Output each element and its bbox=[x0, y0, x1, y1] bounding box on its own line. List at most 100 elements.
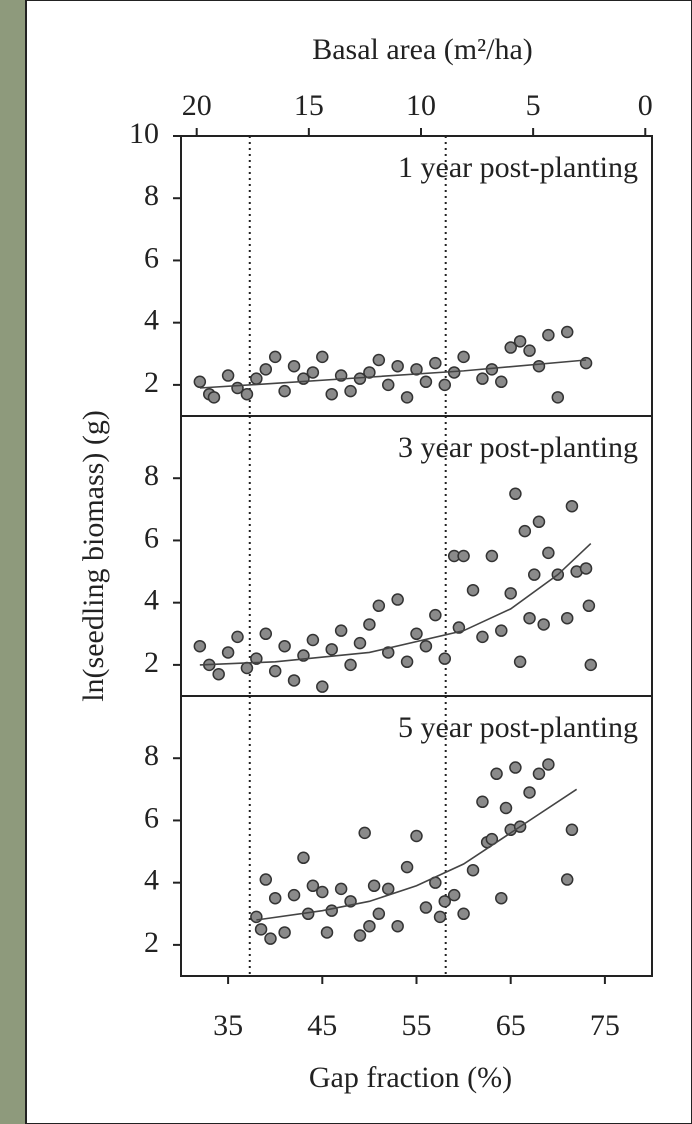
data-point bbox=[250, 652, 263, 665]
y-tick-label: 2 bbox=[144, 926, 159, 959]
data-point bbox=[320, 926, 334, 939]
data-point bbox=[532, 767, 546, 781]
data-point bbox=[372, 599, 386, 613]
data-point bbox=[476, 795, 489, 809]
data-point bbox=[240, 661, 254, 675]
data-point bbox=[447, 888, 461, 902]
x-axis-title: Gap fraction (%) bbox=[309, 1061, 512, 1094]
data-point bbox=[565, 823, 579, 837]
data-point bbox=[429, 356, 442, 370]
data-point bbox=[353, 636, 367, 650]
data-point bbox=[381, 646, 395, 659]
data-point bbox=[344, 384, 357, 398]
data-point bbox=[495, 624, 508, 637]
data-point bbox=[193, 639, 207, 653]
x-tick-label: 35 bbox=[213, 1009, 243, 1042]
data-point bbox=[381, 882, 395, 896]
y-tick-label: 4 bbox=[144, 304, 159, 337]
data-point bbox=[268, 891, 282, 905]
data-point bbox=[476, 372, 489, 385]
y-tick-label: 4 bbox=[144, 864, 159, 897]
data-point bbox=[306, 879, 320, 893]
data-point bbox=[391, 359, 404, 373]
data-point bbox=[495, 375, 508, 389]
data-point bbox=[560, 325, 574, 339]
data-point bbox=[499, 801, 513, 815]
data-point bbox=[565, 499, 579, 513]
data-point bbox=[344, 658, 357, 672]
data-point bbox=[372, 353, 386, 367]
x-tick-label: 45 bbox=[307, 1009, 337, 1042]
panel-title: 3 year post-planting bbox=[398, 431, 638, 464]
data-point bbox=[358, 826, 371, 840]
x2-tick-label: 5 bbox=[526, 89, 541, 122]
data-point bbox=[513, 655, 527, 669]
data-point bbox=[582, 599, 596, 613]
data-point bbox=[429, 608, 442, 622]
data-point bbox=[391, 593, 404, 606]
data-point bbox=[259, 627, 273, 641]
data-point bbox=[466, 863, 480, 877]
data-point bbox=[287, 674, 301, 687]
x-tick-label: 75 bbox=[590, 1009, 620, 1042]
data-point bbox=[231, 630, 244, 644]
panel-title: 5 year post-planting bbox=[398, 711, 638, 744]
data-point bbox=[306, 633, 320, 647]
fit-curve bbox=[256, 788, 578, 921]
data-point bbox=[334, 624, 348, 637]
data-point bbox=[325, 387, 338, 401]
data-point bbox=[466, 583, 480, 597]
data-point bbox=[259, 363, 273, 376]
data-point bbox=[306, 366, 320, 379]
x2-axis-title: Basal area (m²/ha) bbox=[312, 33, 533, 66]
data-point bbox=[528, 568, 541, 581]
data-point bbox=[316, 680, 329, 693]
data-point bbox=[334, 882, 348, 896]
data-point bbox=[381, 378, 395, 392]
data-point bbox=[523, 611, 536, 625]
data-point bbox=[278, 384, 291, 398]
data-point bbox=[259, 873, 273, 886]
data-point bbox=[391, 919, 404, 933]
data-point bbox=[433, 910, 447, 924]
data-point bbox=[504, 587, 517, 600]
data-point bbox=[457, 549, 470, 563]
y-tick-label: 6 bbox=[144, 521, 159, 554]
data-point bbox=[278, 926, 291, 939]
data-point bbox=[363, 618, 376, 631]
data-point bbox=[207, 391, 221, 404]
panel-title: 1 year post-planting bbox=[398, 151, 638, 184]
data-point bbox=[419, 375, 433, 389]
data-point bbox=[438, 895, 452, 908]
data-point bbox=[193, 375, 207, 389]
x-tick-label: 65 bbox=[496, 1009, 526, 1042]
data-point bbox=[268, 350, 282, 364]
data-point bbox=[438, 378, 452, 392]
data-point bbox=[579, 356, 593, 370]
data-point bbox=[438, 652, 452, 665]
data-point bbox=[221, 646, 235, 659]
data-point bbox=[542, 328, 555, 342]
data-point bbox=[551, 391, 565, 404]
data-point bbox=[509, 487, 522, 501]
data-point bbox=[240, 387, 254, 401]
x2-tick-label: 10 bbox=[406, 89, 436, 122]
x-tick-label: 55 bbox=[402, 1009, 432, 1042]
data-point bbox=[457, 350, 470, 364]
data-point bbox=[509, 761, 522, 774]
y-tick-label: 8 bbox=[144, 459, 159, 492]
data-point bbox=[367, 879, 381, 893]
data-point bbox=[287, 359, 301, 373]
data-point bbox=[221, 369, 235, 382]
data-point bbox=[316, 350, 329, 364]
data-point bbox=[400, 860, 414, 874]
data-point bbox=[504, 341, 517, 354]
data-point bbox=[250, 372, 263, 385]
data-point bbox=[419, 901, 433, 914]
data-point bbox=[400, 391, 414, 404]
data-point bbox=[542, 546, 555, 560]
data-point bbox=[410, 829, 423, 843]
y-tick-label: 6 bbox=[144, 241, 159, 274]
